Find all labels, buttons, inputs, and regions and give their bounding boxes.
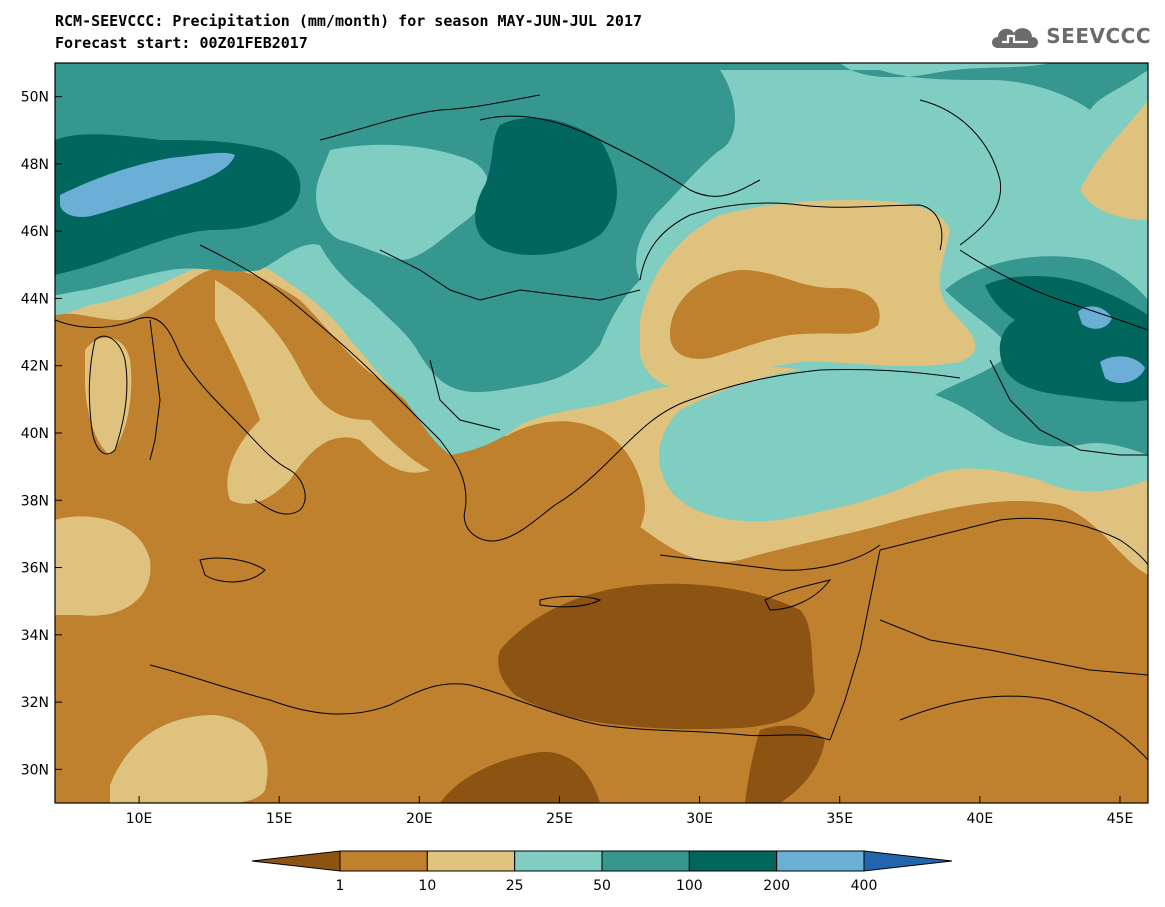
colorbar-swatch-6 [776,850,865,872]
colorbar-swatch-1 [339,850,428,872]
logo-text: SEEVCCC [1046,24,1151,48]
seevccc-logo: SEEVCCC [988,20,1151,52]
colorbar-swatch-0 [251,850,341,872]
region-200-400-caucasus-a [1078,306,1112,329]
lat-tick-label-6: 42N [21,359,49,375]
lon-tick-label-0: 10E [126,811,153,827]
region-200-400-caucasus-b [1100,356,1145,383]
coastlines [55,94,1148,761]
region-200-400-alps [60,152,235,217]
lat-tick-label-0: 30N [21,762,49,778]
precipitation-field [55,63,1148,803]
lat-tick-label-2: 34N [21,628,49,644]
lon-tick-label-6: 40E [967,811,994,827]
region-1-10-aegean [494,421,645,560]
lat-tick-label-3: 36N [21,561,49,577]
lon-tick-label-7: 45E [1107,811,1134,827]
forecast-start-label: Forecast start: 00Z01FEB2017 [55,34,308,52]
colorbar-label-2: 25 [506,878,524,894]
colorbar-swatch-5 [688,850,778,872]
lat-tick-label-10: 50N [21,90,49,106]
colorbar-swatch-7 [863,850,953,872]
lon-tick-label-4: 30E [686,811,713,827]
lat-tick-label-5: 40N [21,426,49,442]
lat-tick-label-4: 38N [21,493,49,509]
lat-tick-label-8: 46N [21,224,49,240]
axis-ticks: 10E 15E 20E 25E 30E 35E 40E 45E 30N 32N 34N 36N 38N 4… [21,90,1134,827]
colorbar-label-6: 400 [851,878,878,894]
region-below-1-med [498,583,815,730]
colorbar-swatch-3 [514,850,603,872]
region-10-25-ukraine-east [1080,100,1148,220]
cloud-logo-icon [992,28,1039,48]
chart-title: RCM-SEEVCCC: Precipitation (mm/month) fo… [55,12,642,30]
region-100-200-alps [55,134,301,275]
lat-tick-label-7: 44N [21,291,49,307]
colorbar-label-1: 10 [418,878,436,894]
colorbar-label-0: 1 [336,878,345,894]
lon-tick-label-1: 15E [266,811,293,827]
region-10-25-tunisia [55,516,151,616]
region-100-200-carpathians [475,117,617,256]
colorbar-label-5: 200 [763,878,790,894]
lat-tick-label-1: 32N [21,695,49,711]
colorbar: 1 10 25 50 100 200 400 [251,850,953,894]
region-10-25-libya [110,715,268,803]
lon-tick-label-2: 20E [406,811,433,827]
colorbar-swatch-4 [601,850,690,872]
region-below-1-sinai [745,725,825,803]
colorbar-label-4: 100 [676,878,703,894]
colorbar-label-3: 50 [593,878,611,894]
lon-tick-label-3: 25E [546,811,573,827]
lon-tick-label-5: 35E [826,811,853,827]
region-1-10-blacksea [670,270,880,359]
region-below-1-egypt [440,751,600,803]
region-25-50-pannonia [316,144,489,260]
lat-tick-label-9: 48N [21,157,49,173]
region-10-25-sardinia [85,337,132,455]
colorbar-swatch-2 [426,850,516,872]
region-10-25-italy [215,280,430,504]
